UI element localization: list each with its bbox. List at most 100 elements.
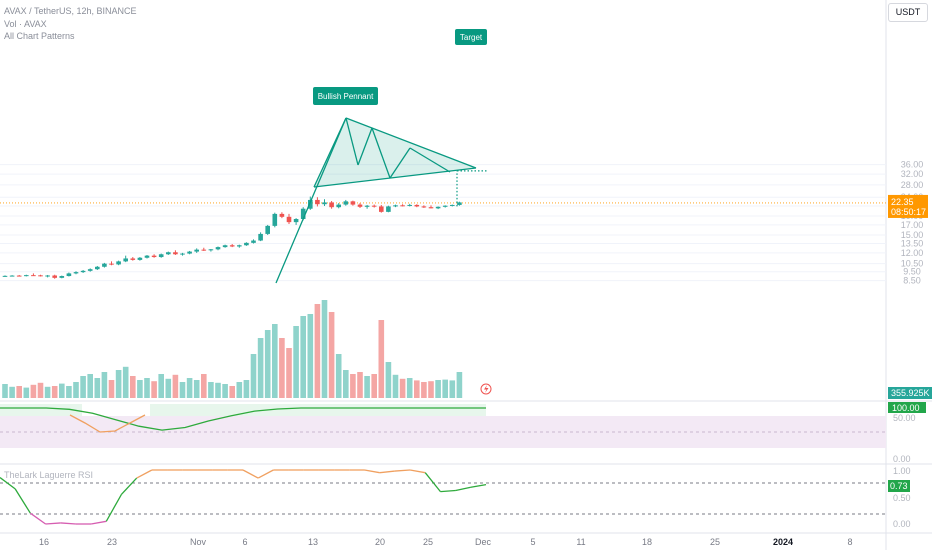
volume-bar bbox=[257, 338, 264, 398]
candle-body bbox=[130, 258, 136, 260]
pennant-line bbox=[389, 147, 411, 179]
volume-bar bbox=[208, 382, 214, 398]
volume-bar bbox=[115, 370, 122, 398]
volume-legend: Vol · AVAX bbox=[4, 19, 47, 29]
volume-bar bbox=[23, 387, 30, 398]
candle bbox=[286, 213, 292, 224]
candle-body bbox=[386, 206, 391, 212]
candle bbox=[371, 204, 377, 208]
candle-body bbox=[428, 207, 434, 209]
volume-bar bbox=[87, 374, 93, 398]
candle bbox=[343, 199, 349, 206]
candle-body bbox=[293, 219, 299, 223]
candle-body bbox=[308, 199, 313, 209]
osc2-tick-label: 1.00 bbox=[893, 466, 911, 476]
osc1-tag-bg bbox=[888, 402, 926, 413]
osc2-line-segment bbox=[257, 469, 274, 479]
volume-bar bbox=[80, 376, 86, 398]
lightning-icon-glyph bbox=[484, 385, 489, 393]
currency-button[interactable]: USDT bbox=[888, 3, 928, 22]
volume-bar bbox=[172, 374, 179, 398]
volume-bar bbox=[435, 380, 441, 398]
candle bbox=[102, 262, 107, 268]
price-tick-label: 17.00 bbox=[901, 220, 924, 230]
candle bbox=[407, 203, 412, 207]
osc1-tick-label: 50.00 bbox=[893, 413, 916, 423]
osc2-line-segment bbox=[470, 483, 487, 488]
candle bbox=[293, 218, 299, 225]
volume-tag-value: 355.925K bbox=[891, 388, 930, 398]
target-label-bg bbox=[455, 29, 487, 45]
candle-body bbox=[329, 202, 334, 208]
candle bbox=[229, 244, 235, 248]
price-tick-label: 12.00 bbox=[901, 248, 924, 258]
candle-body bbox=[102, 263, 107, 267]
candle-body bbox=[400, 205, 405, 207]
candle bbox=[73, 271, 79, 275]
candle bbox=[364, 204, 370, 209]
candle bbox=[31, 273, 36, 277]
candle bbox=[166, 251, 171, 255]
volume-bar bbox=[94, 378, 101, 398]
target-projection: Target bbox=[455, 29, 488, 207]
volume-bar bbox=[101, 372, 108, 398]
pennant-line bbox=[345, 117, 359, 166]
candle-body bbox=[336, 204, 341, 208]
volume-bar bbox=[456, 372, 463, 398]
candle bbox=[116, 260, 121, 266]
volume-bar bbox=[264, 330, 271, 398]
candle bbox=[279, 212, 285, 219]
candle-body bbox=[144, 255, 150, 258]
volume-bar bbox=[250, 354, 257, 398]
volume-bar bbox=[371, 374, 377, 398]
pennant-line bbox=[357, 127, 373, 166]
candle-body bbox=[158, 254, 164, 258]
candle bbox=[400, 204, 405, 207]
candle-body bbox=[421, 206, 427, 208]
osc2-tag-value: 0.73 bbox=[890, 481, 908, 491]
osc2-line-segment bbox=[455, 486, 471, 492]
osc2-line-segment bbox=[364, 469, 380, 474]
time-tick-label: 13 bbox=[308, 537, 318, 547]
candle bbox=[24, 274, 29, 277]
volume-bar bbox=[30, 384, 37, 398]
candle-body bbox=[457, 202, 462, 205]
osc2-line-segment bbox=[105, 493, 123, 522]
osc2-line-segment bbox=[0, 477, 16, 490]
price-tick-label: 10.50 bbox=[901, 259, 924, 269]
candle bbox=[336, 203, 341, 209]
lightning-icon bbox=[480, 383, 492, 395]
candle bbox=[222, 244, 228, 248]
volume-bar bbox=[314, 304, 321, 398]
candle-body bbox=[450, 204, 455, 206]
volume-bar bbox=[449, 380, 456, 398]
osc1-line bbox=[0, 407, 486, 431]
price-tick-label: 15.00 bbox=[901, 230, 924, 240]
price-tick-label: 13.50 bbox=[901, 238, 924, 248]
candle bbox=[130, 257, 136, 261]
candle-body bbox=[194, 249, 199, 252]
volume-bar bbox=[399, 378, 406, 398]
candle bbox=[123, 255, 128, 263]
pattern-label: Bullish Pennant bbox=[318, 92, 374, 101]
target-label: Target bbox=[460, 33, 483, 42]
candle bbox=[87, 268, 93, 272]
osc2-line-segment bbox=[424, 472, 441, 493]
candle-body bbox=[38, 275, 43, 277]
candle-body bbox=[109, 263, 114, 265]
osc1-highlight-2 bbox=[150, 404, 486, 416]
volume-series bbox=[2, 300, 463, 398]
volume-bar bbox=[279, 338, 285, 398]
price-tick-label: 36.00 bbox=[901, 160, 924, 170]
oscillator-1-pane: 50.00 0.00 100.00 bbox=[0, 402, 926, 464]
volume-bar bbox=[229, 386, 235, 398]
candle-body bbox=[123, 258, 128, 262]
pattern-label-bg bbox=[313, 87, 378, 105]
candle bbox=[52, 274, 57, 279]
candle-body bbox=[215, 247, 221, 250]
osc2-line-segment bbox=[136, 469, 153, 479]
price-tag-value: 22.35 bbox=[891, 197, 914, 207]
candle-body bbox=[322, 202, 327, 205]
volume-bar bbox=[215, 382, 221, 398]
